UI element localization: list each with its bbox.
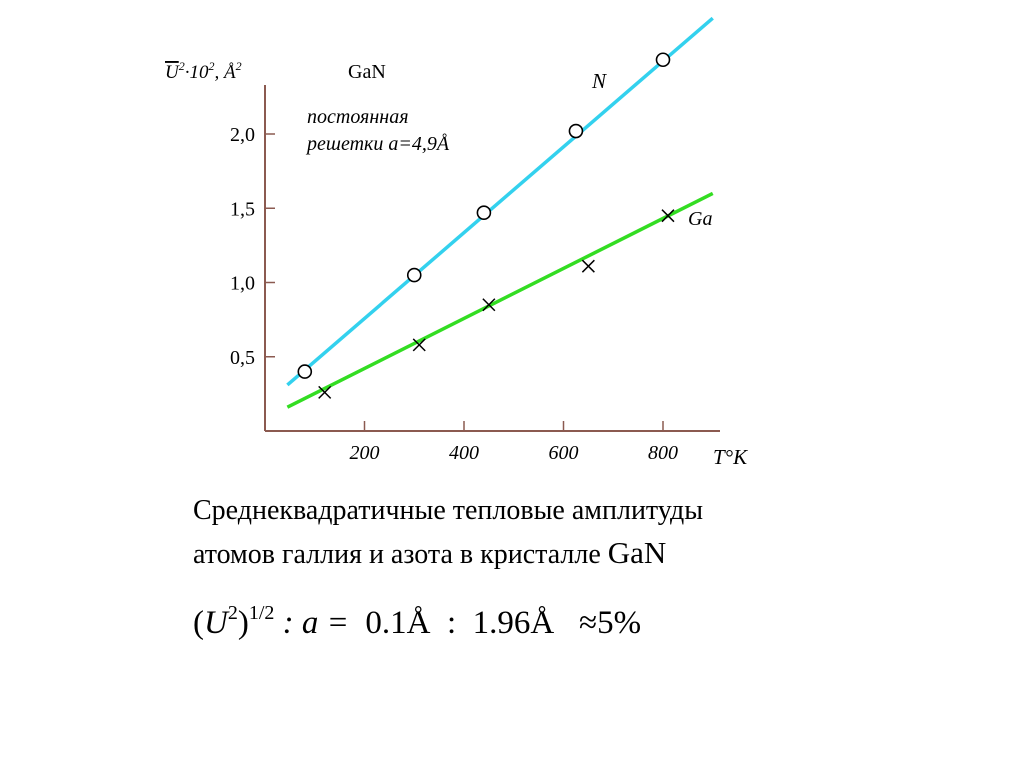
- annotation-line-2: решетки a=4,9Å: [305, 133, 450, 155]
- data-point-ga: [482, 298, 496, 312]
- cross-stroke: [412, 338, 426, 352]
- fit-lines: [286, 16, 714, 409]
- formula-open: (: [193, 605, 204, 641]
- chart-title: GaN: [348, 61, 386, 83]
- cross-stroke: [581, 259, 595, 273]
- data-point-n: [476, 205, 492, 221]
- caption-compound: GaN: [607, 535, 667, 570]
- formula-ratio: : a =: [274, 605, 358, 641]
- formula-exp: 2: [227, 602, 238, 624]
- y-axis-label-tail: , Å: [214, 62, 236, 83]
- y-axis-label-sup3: 2: [236, 59, 242, 73]
- chart-axes: [264, 85, 720, 432]
- data-point-n: [297, 364, 313, 379]
- formula-var: U: [204, 605, 228, 641]
- cross-stroke: [661, 209, 675, 223]
- ratio-formula: (U2)1/2 : a = 0.1Å : 1.96Å ≈5%: [193, 603, 641, 643]
- x-tick-label: 200: [350, 442, 380, 464]
- caption-line-2-text: атомов галлия и азота в кристалле: [193, 539, 608, 570]
- y-axis-label-sup2: 2: [208, 59, 214, 73]
- x-axis-label: T°K: [713, 445, 748, 469]
- x-tick-label: 600: [549, 442, 579, 464]
- series-label-n: N: [591, 69, 607, 93]
- formula-rest: 0.1Å : 1.96Å ≈5%: [357, 605, 642, 641]
- fit-line-n: [286, 16, 714, 387]
- y-axis-label: U2·102, Å2: [165, 59, 242, 83]
- data-point-ga: [318, 385, 332, 399]
- x-tick-label: 400: [449, 442, 479, 464]
- data-point-ga: [661, 209, 675, 223]
- data-point-ga: [412, 338, 426, 352]
- data-point-ga: [581, 259, 595, 273]
- y-axis-label-mid: ·10: [185, 62, 209, 83]
- data-markers: [297, 52, 675, 399]
- cross-stroke: [482, 298, 496, 312]
- caption-line-2: атомов галлия и азота в кристалле GaN: [193, 532, 953, 576]
- data-point-n: [406, 267, 422, 283]
- data-point-n: [655, 52, 671, 68]
- tick-labels: 200 400 600 800 0,5 1,0 1,5 2,0: [230, 124, 678, 464]
- caption: Среднеквадратичные тепловые амплитуды ат…: [193, 490, 953, 576]
- annotation-line-1: постоянная: [307, 106, 409, 128]
- formula-power: 1/2: [248, 602, 275, 624]
- data-point-n: [568, 123, 584, 139]
- x-tick-label: 800: [648, 442, 678, 464]
- y-tick-label: 2,0: [230, 124, 255, 146]
- series-label-ga: Ga: [688, 208, 712, 230]
- fit-line-ga: [286, 191, 714, 409]
- y-axis-label-base: U: [165, 62, 180, 83]
- y-tick-label: 1,0: [230, 273, 255, 295]
- y-tick-label: 1,5: [230, 198, 255, 220]
- y-axis-label-sup1: 2: [179, 59, 185, 73]
- cross-stroke: [318, 385, 332, 399]
- formula-close: ): [237, 605, 249, 641]
- y-tick-label: 0,5: [230, 347, 255, 369]
- caption-line-1: Среднеквадратичные тепловые амплитуды: [193, 495, 704, 526]
